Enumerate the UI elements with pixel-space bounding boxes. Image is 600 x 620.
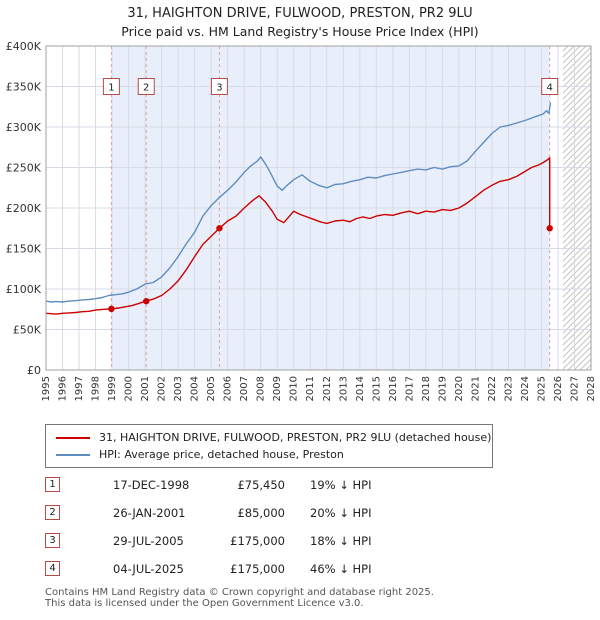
transaction-number-badge: 2	[45, 505, 60, 520]
x-tick-label: 2019	[437, 376, 448, 401]
y-tick-label: £350K	[6, 81, 42, 94]
sale-point	[108, 305, 115, 313]
x-tick-label: 2027	[569, 376, 580, 401]
x-tick-label: 2025	[536, 376, 547, 401]
footer-copyright: Contains HM Land Registry data © Crown c…	[45, 587, 434, 598]
sale-flag-number: 1	[108, 83, 114, 94]
x-tick-label: 2005	[206, 376, 217, 401]
x-tick-label: 2007	[239, 376, 250, 401]
x-tick-label: 2008	[256, 376, 267, 401]
transaction-price: £85,000	[237, 506, 285, 520]
table-row: 4 04-JUL-2025 £175,000 46% ↓ HPI	[45, 561, 565, 577]
sale-flag-box	[541, 78, 559, 95]
price-series-swatch	[56, 436, 90, 439]
sale-point	[143, 297, 150, 305]
x-tick-label: 2002	[157, 376, 168, 401]
x-tick-label: 2018	[421, 376, 432, 401]
x-tick-label: 2012	[322, 376, 333, 401]
price-series-label: 31, HAIGHTON DRIVE, FULWOOD, PRESTON, PR…	[99, 431, 492, 444]
transaction-hpi-diff: 18% ↓ HPI	[310, 534, 372, 548]
x-tick-label: 2014	[355, 376, 366, 401]
x-tick-label: 2017	[404, 376, 415, 401]
page-title: 31, HAIGHTON DRIVE, FULWOOD, PRESTON, PR…	[127, 6, 473, 21]
y-tick-label: £50K	[13, 324, 42, 337]
sale-flag-number: 2	[143, 83, 149, 94]
sale-flag-number: 4	[547, 83, 553, 94]
x-tick-label: 2016	[388, 376, 399, 401]
legend-row-price: 31, HAIGHTON DRIVE, FULWOOD, PRESTON, PR…	[56, 429, 491, 446]
table-row: 3 29-JUL-2005 £175,000 18% ↓ HPI	[45, 533, 565, 549]
x-tick-label: 2001	[140, 376, 151, 401]
y-tick-label: £150K	[6, 243, 42, 256]
transaction-number-badge: 3	[45, 533, 60, 548]
legend: 31, HAIGHTON DRIVE, FULWOOD, PRESTON, PR…	[45, 424, 493, 468]
transaction-price: £175,000	[230, 562, 285, 576]
x-tick-label: 2011	[305, 376, 316, 401]
transaction-price: £75,450	[237, 478, 285, 492]
x-tick-label: 1999	[107, 376, 118, 401]
hpi-series-swatch	[56, 453, 90, 456]
sale-flag-box	[102, 78, 120, 95]
x-tick-label: 2003	[173, 376, 184, 401]
y-tick-label: £250K	[6, 162, 42, 175]
y-tick-label: £0	[27, 364, 41, 377]
y-tick-label: £400K	[6, 40, 42, 53]
x-tick-label: 2020	[454, 376, 465, 401]
plot-frame	[45, 45, 592, 371]
transaction-date: 26-JAN-2001	[113, 506, 186, 520]
sale-point	[216, 225, 223, 232]
table-row: 1 17-DEC-1998 £75,450 19% ↓ HPI	[45, 477, 565, 493]
transaction-hpi-diff: 46% ↓ HPI	[310, 562, 372, 576]
hpi-series-label: HPI: Average price, detached house, Pres…	[99, 448, 344, 461]
x-tick-label: 2024	[520, 376, 531, 401]
x-tick-label: 2015	[371, 376, 382, 401]
x-tick-label: 2022	[487, 376, 498, 401]
y-tick-label: £200K	[6, 202, 42, 215]
transaction-hpi-diff: 20% ↓ HPI	[310, 506, 372, 520]
sale-flag-box	[210, 78, 228, 95]
transaction-hpi-diff: 19% ↓ HPI	[310, 478, 372, 492]
transaction-price: £175,000	[230, 534, 285, 548]
transaction-date: 17-DEC-1998	[113, 478, 190, 492]
hpi-series-line	[45, 102, 552, 303]
x-tick-label: 2026	[553, 376, 564, 401]
price-series-line	[45, 157, 551, 315]
x-tick-label: 1998	[91, 376, 102, 401]
x-tick-label: 2009	[272, 376, 283, 401]
chart-canvas[interactable]: £0 £50K £100K £150K £200K £250K £300K £350K £400…	[0, 38, 600, 420]
x-tick-label: 2028	[586, 376, 597, 401]
x-tick-label: 2021	[470, 376, 481, 401]
page-subtitle: Price paid vs. HM Land Registry's House …	[121, 24, 479, 39]
x-tick-label: 2013	[338, 376, 349, 401]
y-tick-label: £300K	[6, 121, 42, 134]
x-tick-label: 2006	[223, 376, 234, 401]
transaction-number-badge: 4	[45, 561, 60, 576]
x-tick-label: 2000	[124, 376, 135, 401]
x-tick-label: 2010	[289, 376, 300, 401]
x-tick-label: 1997	[74, 376, 85, 401]
transaction-number-badge: 1	[45, 477, 60, 492]
table-row: 2 26-JAN-2001 £85,000 20% ↓ HPI	[45, 505, 565, 521]
x-tick-label: 1995	[41, 376, 52, 401]
transaction-date: 29-JUL-2005	[113, 534, 184, 548]
sale-flag-number: 3	[216, 83, 222, 94]
x-tick-label: 1996	[58, 376, 69, 401]
legend-row-hpi: HPI: Average price, detached house, Pres…	[56, 446, 482, 463]
footer-licence: This data is licensed under the Open Gov…	[45, 598, 364, 609]
transaction-date: 04-JUL-2025	[113, 562, 184, 576]
sale-point	[546, 225, 553, 232]
sale-flag-box	[137, 78, 155, 95]
y-tick-label: £100K	[6, 283, 42, 296]
x-tick-label: 2023	[503, 376, 514, 401]
x-tick-label: 2004	[190, 376, 201, 401]
